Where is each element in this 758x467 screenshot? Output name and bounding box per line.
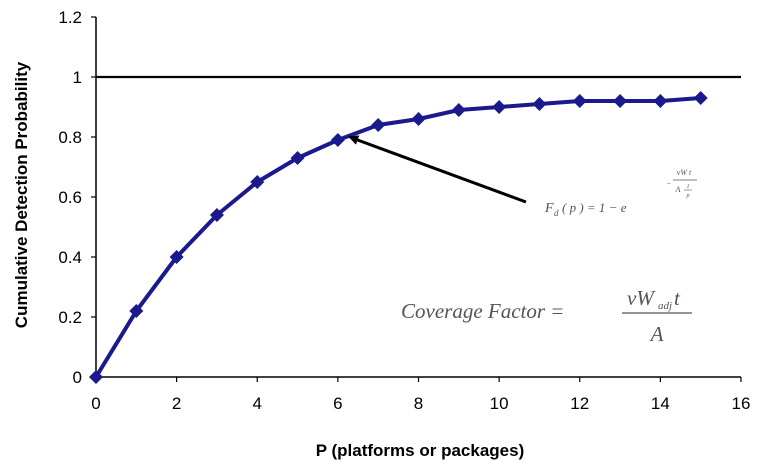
coverage-denominator: A	[649, 322, 664, 346]
detection-equation: F d ( p ) = 1 − e − vW t A 1 p	[544, 168, 697, 218]
series-line	[94, 96, 701, 379]
y-tick-label: 0.6	[58, 188, 82, 207]
x-axis-title: P (platforms or packages)	[316, 441, 524, 460]
y-tick-label: 0.4	[58, 248, 82, 267]
y-tick-label: 0.2	[58, 308, 82, 327]
equation-exp-inner-denominator: p	[686, 193, 690, 199]
coverage-numerator: vW	[627, 286, 656, 310]
y-tick-label: 1.2	[58, 8, 82, 27]
x-tick-label: 10	[490, 394, 509, 413]
data-point	[532, 97, 547, 111]
y-axis-ticks: 0 0.2 0.4 0.6 0.8 1 1.2	[58, 8, 96, 387]
x-tick-label: 0	[91, 394, 100, 413]
y-tick-label: 0	[73, 368, 82, 387]
x-tick-label: 14	[651, 394, 670, 413]
data-point	[169, 250, 184, 264]
arrow-line	[348, 135, 527, 204]
equation-exp-inner-numerator: 1	[687, 184, 690, 190]
coverage-factor-formula: Coverage Factor = vW adj t A	[401, 286, 692, 346]
data-point	[129, 304, 144, 318]
data-point	[330, 133, 345, 147]
data-point	[492, 100, 507, 114]
series-group	[89, 91, 708, 384]
x-tick-label: 6	[333, 394, 342, 413]
x-axis-ticks: 0 2 4 6 8 10 12 14 16	[91, 377, 750, 413]
data-point	[209, 208, 224, 222]
x-tick-label: 12	[570, 394, 589, 413]
data-point	[371, 118, 386, 132]
equation-exp-sign: −	[666, 179, 671, 188]
data-point	[411, 112, 426, 126]
coverage-numerator-tail: t	[674, 286, 681, 310]
annotation-arrow	[348, 135, 527, 204]
equation-f: F	[544, 201, 554, 216]
coverage-label: Coverage Factor =	[401, 299, 564, 323]
plot-area: 0 2 4 6 8 10 12 14 16 0 0.2 0.4 0.6 0.8 1 1.2	[58, 8, 750, 413]
data-point	[89, 370, 103, 384]
data-point	[572, 94, 587, 108]
y-tick-label: 1	[73, 68, 82, 87]
equation-body: ( p ) = 1 − e	[562, 200, 627, 215]
data-point	[693, 91, 708, 105]
data-point	[653, 94, 668, 108]
equation-exp-denominator: A	[675, 185, 681, 194]
data-point	[250, 175, 265, 189]
coverage-numerator-subscript: adj	[658, 300, 672, 312]
data-point	[290, 151, 305, 165]
x-tick-label: 8	[414, 394, 423, 413]
data-point	[451, 103, 466, 117]
x-tick-label: 4	[253, 394, 262, 413]
y-axis-title: Cumulative Detection Probability	[12, 61, 31, 328]
x-tick-label: 16	[732, 394, 751, 413]
x-tick-label: 2	[172, 394, 181, 413]
equation-exp-numerator: vW t	[677, 168, 692, 177]
y-tick-label: 0.8	[58, 128, 82, 147]
equation-subscript: d	[554, 208, 559, 218]
data-point	[613, 94, 628, 108]
